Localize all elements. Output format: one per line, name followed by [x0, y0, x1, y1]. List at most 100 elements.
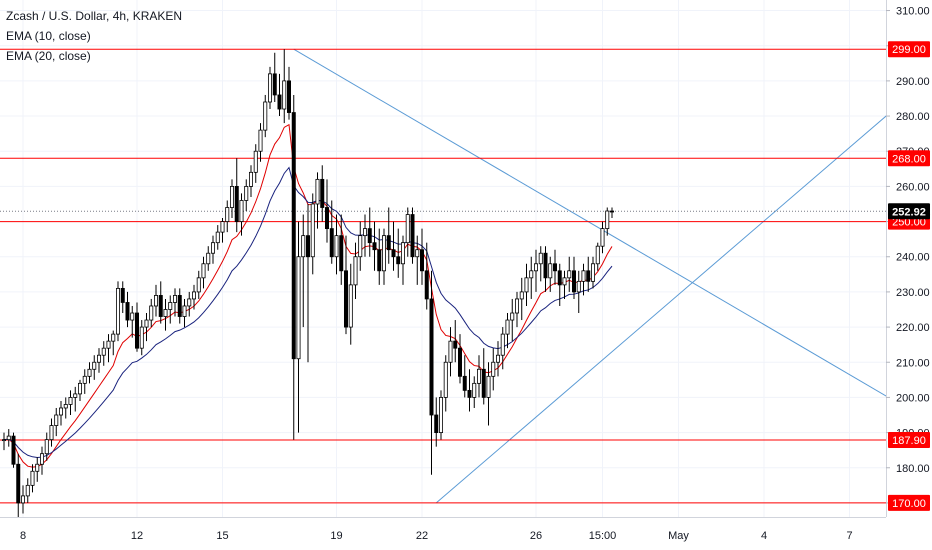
candle [210, 235, 215, 264]
candle [438, 390, 443, 440]
candle [548, 256, 553, 292]
candle [277, 73, 282, 117]
candle [391, 221, 396, 271]
candle-body [125, 302, 130, 321]
candle-body [400, 242, 405, 265]
candle-body [472, 382, 477, 398]
candle-body [2, 439, 7, 442]
candle [448, 327, 453, 377]
candle-body [267, 73, 272, 103]
level-tag-label: 170.00 [892, 498, 926, 510]
candle [248, 165, 253, 197]
candle-body [134, 312, 139, 349]
candle-body [49, 425, 54, 441]
time-tick-label: 15:00 [589, 530, 617, 542]
candle [605, 207, 610, 236]
candle-body [505, 319, 510, 335]
candle-body [305, 235, 310, 258]
candle-body [78, 382, 83, 395]
candle-body [457, 347, 462, 377]
candle [291, 94, 296, 440]
time-tick-label: 15 [216, 530, 228, 542]
candle-body [339, 235, 344, 272]
candle-body [391, 249, 396, 258]
candle-body [500, 333, 505, 356]
candle [73, 386, 78, 412]
candle [500, 327, 505, 370]
level-tag [888, 431, 930, 448]
candle-body [6, 435, 11, 441]
candle [367, 207, 372, 257]
candle [519, 277, 524, 321]
candle-body [467, 389, 472, 398]
trend-lines [293, 48, 907, 504]
candle [443, 355, 448, 412]
candle [153, 284, 158, 317]
candle-body [372, 242, 377, 251]
candle-body [16, 463, 21, 504]
candle [372, 221, 377, 271]
candle-body [239, 200, 244, 222]
candle [457, 334, 462, 384]
candle-body [163, 309, 168, 317]
candle-body [153, 295, 158, 307]
candle-body [429, 298, 434, 416]
candle [82, 369, 87, 394]
candle [201, 256, 206, 289]
candle [495, 341, 500, 377]
candle-body [59, 407, 64, 416]
candle [505, 313, 510, 349]
trend-line [293, 48, 907, 409]
time-tick-label: 12 [131, 530, 143, 542]
candle-body [111, 333, 116, 342]
candle-body [234, 186, 239, 222]
level-tag [888, 494, 930, 511]
candle-body [101, 347, 106, 356]
candle [92, 355, 97, 380]
candle [101, 341, 106, 366]
candle-body [229, 186, 234, 208]
candle [272, 52, 277, 102]
candle [515, 291, 520, 328]
candle [301, 214, 306, 328]
price-tick-label: 180.00 [896, 463, 930, 475]
candle-body [87, 368, 92, 377]
candle-body [220, 221, 225, 233]
candle-body [438, 397, 443, 433]
time-tick-label: May [668, 530, 689, 542]
candle-body [68, 397, 73, 405]
candle [567, 256, 572, 292]
candle-body [196, 277, 201, 293]
candle-body [553, 263, 558, 272]
candle-body [495, 354, 500, 363]
level-tag [888, 41, 930, 58]
candle [400, 235, 405, 285]
candle-body [130, 312, 135, 321]
candle-body [149, 305, 154, 321]
candle-body [462, 375, 467, 391]
time-tick-label: 22 [416, 530, 428, 542]
candle-body [253, 150, 258, 173]
candle [78, 379, 83, 401]
candle-body [187, 298, 192, 307]
candle-body [201, 263, 206, 279]
candle [25, 478, 30, 503]
candle [168, 295, 173, 324]
price-tick-label: 260.00 [896, 181, 930, 193]
candle-body [591, 263, 596, 282]
candle [187, 291, 192, 317]
candle [30, 464, 35, 493]
candle [320, 165, 325, 222]
candle [220, 218, 225, 243]
candle [339, 214, 344, 285]
candle-body [258, 129, 263, 152]
candle-body [263, 101, 268, 131]
candle [324, 179, 329, 243]
candle-body [491, 361, 496, 377]
candle-body [562, 277, 567, 286]
candle-body [548, 263, 553, 279]
candle-body [30, 470, 35, 486]
candle-body [282, 80, 287, 110]
